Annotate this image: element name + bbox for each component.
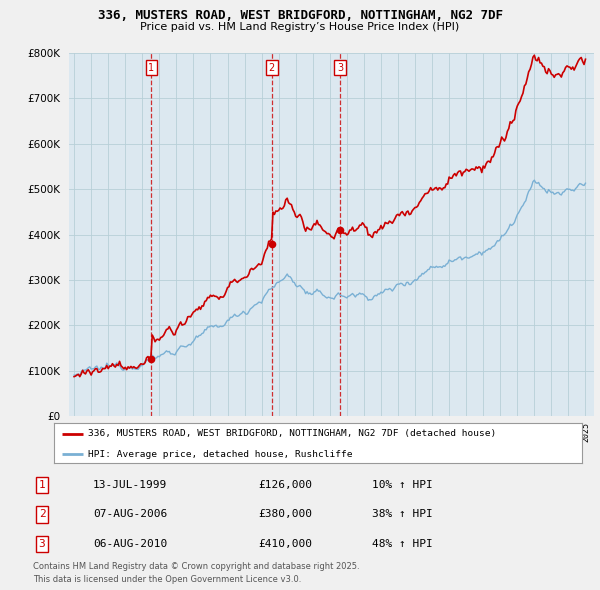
Text: 06-AUG-2010: 06-AUG-2010 <box>93 539 167 549</box>
Text: This data is licensed under the Open Government Licence v3.0.: This data is licensed under the Open Gov… <box>33 575 301 584</box>
Text: HPI: Average price, detached house, Rushcliffe: HPI: Average price, detached house, Rush… <box>88 450 353 459</box>
Text: 1: 1 <box>38 480 46 490</box>
Text: 48% ↑ HPI: 48% ↑ HPI <box>372 539 433 549</box>
Text: £126,000: £126,000 <box>258 480 312 490</box>
Text: Contains HM Land Registry data © Crown copyright and database right 2025.: Contains HM Land Registry data © Crown c… <box>33 562 359 571</box>
Text: 07-AUG-2006: 07-AUG-2006 <box>93 510 167 519</box>
Text: 336, MUSTERS ROAD, WEST BRIDGFORD, NOTTINGHAM, NG2 7DF: 336, MUSTERS ROAD, WEST BRIDGFORD, NOTTI… <box>97 9 503 22</box>
Text: 10% ↑ HPI: 10% ↑ HPI <box>372 480 433 490</box>
Text: 336, MUSTERS ROAD, WEST BRIDGFORD, NOTTINGHAM, NG2 7DF (detached house): 336, MUSTERS ROAD, WEST BRIDGFORD, NOTTI… <box>88 430 497 438</box>
Text: £410,000: £410,000 <box>258 539 312 549</box>
Text: Price paid vs. HM Land Registry’s House Price Index (HPI): Price paid vs. HM Land Registry’s House … <box>140 22 460 32</box>
Text: 38% ↑ HPI: 38% ↑ HPI <box>372 510 433 519</box>
Text: 3: 3 <box>38 539 46 549</box>
Text: 1: 1 <box>148 63 154 73</box>
Text: 3: 3 <box>337 63 343 73</box>
Text: £380,000: £380,000 <box>258 510 312 519</box>
Text: 2: 2 <box>269 63 275 73</box>
Text: 2: 2 <box>38 510 46 519</box>
Text: 13-JUL-1999: 13-JUL-1999 <box>93 480 167 490</box>
